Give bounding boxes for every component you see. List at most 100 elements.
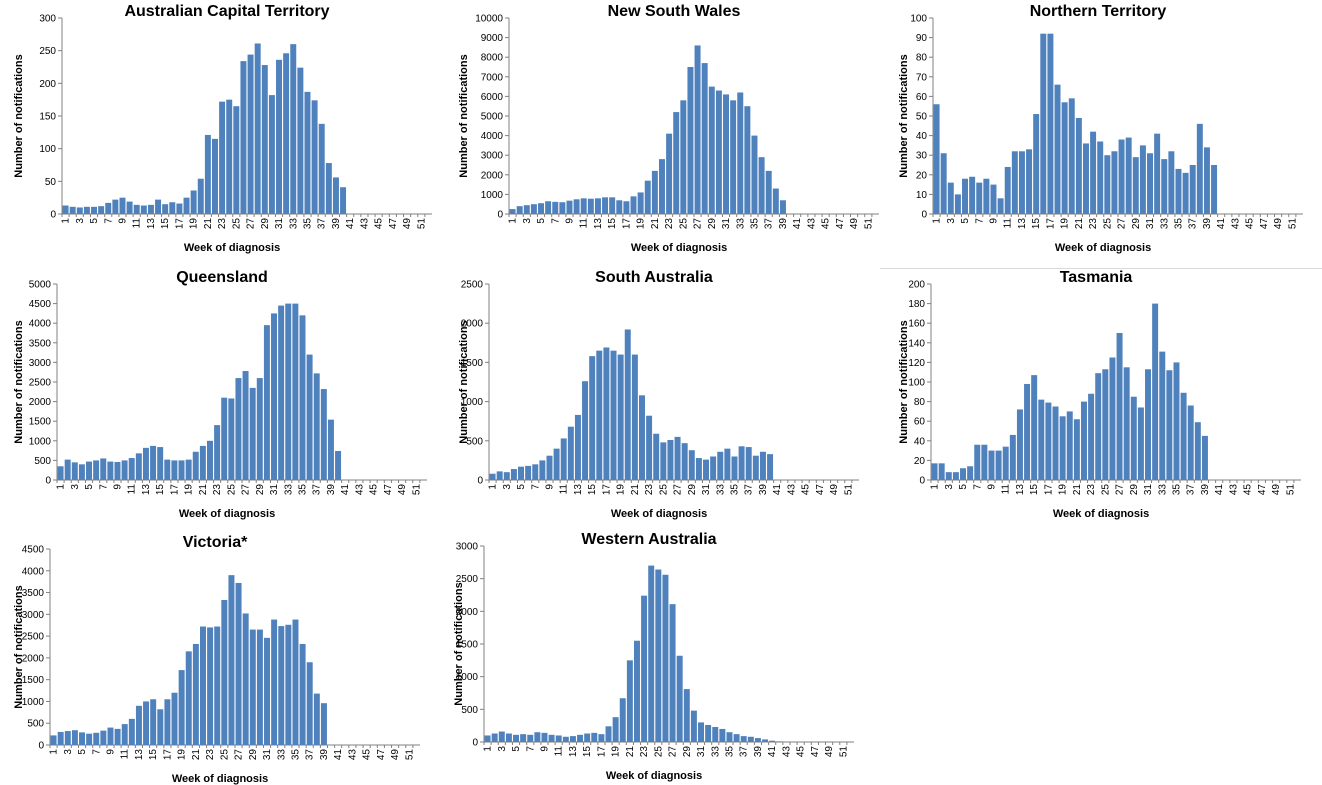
- bar: [1187, 405, 1194, 480]
- x-axis-label: Week of diagnosis: [611, 508, 707, 520]
- y-tick-label: 1500: [456, 640, 479, 651]
- x-tick-label: 25: [678, 218, 689, 230]
- bar: [754, 738, 761, 742]
- x-tick-label: 15: [155, 484, 166, 496]
- bar: [93, 460, 100, 480]
- bar: [340, 187, 347, 214]
- bar: [779, 200, 786, 214]
- bar: [637, 192, 644, 214]
- bar: [318, 123, 325, 214]
- x-tick-label: 5: [536, 218, 547, 224]
- x-tick-label: 17: [169, 484, 180, 496]
- y-tick-label: 40: [916, 131, 928, 142]
- bar: [192, 451, 199, 480]
- y-tick-label: 3000: [29, 358, 52, 369]
- x-tick-label: 41: [792, 218, 803, 230]
- bar: [332, 177, 339, 214]
- x-tick-label: 1: [49, 749, 60, 755]
- bar: [589, 356, 596, 480]
- x-tick-label: 5: [960, 218, 971, 224]
- bar: [609, 197, 616, 214]
- y-axis-label: Number of notifications: [13, 320, 25, 443]
- x-tick-label: 11: [1001, 484, 1012, 495]
- x-tick-label: 7: [972, 484, 983, 490]
- bar: [694, 45, 701, 214]
- bar: [320, 389, 327, 480]
- chart-svg: New South Wales 0 1000 2000 3000 4000 5000 6000…: [458, 3, 879, 254]
- x-tick-label: 33: [1159, 218, 1170, 230]
- bar: [762, 739, 769, 742]
- x-tick-label: 35: [290, 749, 301, 761]
- bar: [64, 459, 71, 480]
- x-axis-label: Week of diagnosis: [1053, 508, 1149, 520]
- bar: [100, 458, 107, 480]
- bar: [1082, 143, 1089, 214]
- bar: [954, 194, 961, 214]
- x-tick-label: 21: [630, 484, 641, 496]
- bar: [169, 202, 176, 214]
- x-tick-label: 49: [849, 218, 860, 230]
- bar: [776, 741, 783, 742]
- bar: [952, 472, 959, 480]
- x-tick-label: 13: [141, 484, 152, 496]
- bar: [983, 178, 990, 214]
- bar: [633, 640, 640, 742]
- x-tick-label: 31: [1145, 218, 1156, 230]
- x-tick-label: 41: [772, 484, 783, 496]
- bar: [938, 463, 945, 480]
- bar: [214, 626, 221, 745]
- y-axis-label: Number of notifications: [898, 320, 910, 443]
- chart-panel: Victoria* 0 500 1000 1500 2000 2500 3000 3500 400…: [0, 534, 440, 785]
- x-tick-label: 47: [815, 484, 826, 496]
- x-tick-label: 51: [863, 218, 874, 230]
- y-tick-label: 0: [472, 738, 478, 749]
- x-tick-label: 19: [184, 484, 195, 496]
- bar: [292, 303, 299, 480]
- x-tick-label: 31: [721, 218, 732, 230]
- bar: [740, 736, 747, 742]
- y-tick-label: 300: [39, 14, 56, 25]
- bar: [960, 468, 967, 480]
- bar: [674, 436, 681, 480]
- bar: [207, 627, 214, 745]
- bar: [1166, 370, 1173, 480]
- bar: [974, 444, 981, 480]
- bar: [299, 643, 306, 745]
- x-tick-label: 25: [1102, 218, 1113, 230]
- bar: [283, 53, 290, 214]
- bar: [701, 63, 708, 214]
- bar: [93, 732, 100, 745]
- y-tick-label: 500: [34, 456, 51, 467]
- x-axis-label: Week of diagnosis: [184, 242, 280, 254]
- y-tick-label: 2000: [456, 607, 479, 618]
- x-tick-label: 39: [753, 746, 764, 758]
- x-tick-label: 41: [1216, 218, 1227, 230]
- x-tick-label: 25: [231, 218, 242, 230]
- bar: [133, 204, 140, 214]
- bar: [491, 733, 498, 742]
- x-tick-label: 29: [682, 746, 693, 758]
- bar: [192, 643, 199, 745]
- x-tick-label: 25: [653, 746, 664, 758]
- bar: [1196, 123, 1203, 214]
- chart-title: Northern Territory: [1030, 3, 1167, 20]
- bar: [1004, 166, 1011, 214]
- bar: [541, 732, 548, 742]
- y-tick-label: 20: [916, 170, 928, 181]
- bar: [617, 354, 624, 480]
- bar: [772, 188, 779, 214]
- bar: [667, 440, 674, 480]
- y-tick-label: 40: [914, 436, 926, 447]
- bar: [261, 65, 268, 214]
- bar: [235, 582, 242, 745]
- x-tick-label: 45: [821, 218, 832, 230]
- bar: [641, 595, 648, 742]
- x-tick-label: 33: [276, 749, 287, 761]
- x-tick-label: 21: [1072, 484, 1083, 496]
- bar: [715, 90, 722, 214]
- bar: [630, 196, 637, 214]
- bar: [738, 446, 745, 480]
- x-tick-label: 9: [544, 484, 555, 490]
- bar: [105, 202, 112, 214]
